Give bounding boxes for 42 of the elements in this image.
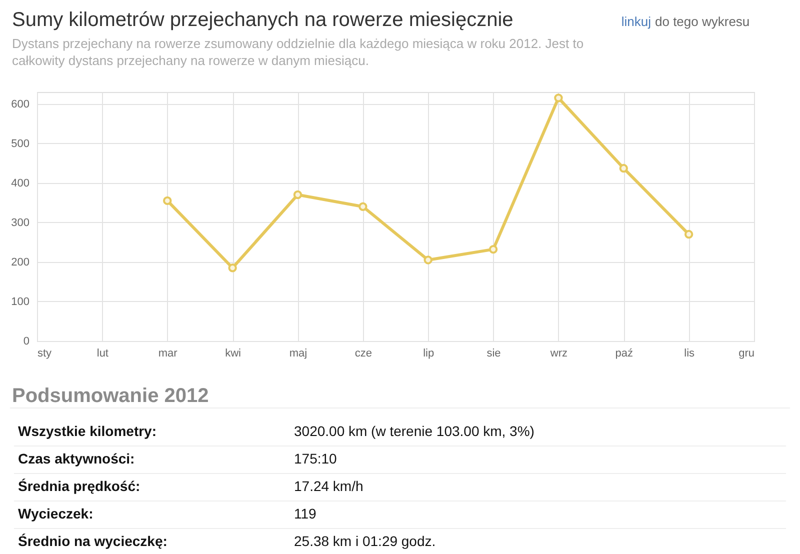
y-tick-label: 400 [11,177,30,190]
x-tick-label: wrz [549,348,568,360]
point [358,202,368,211]
x-tick-label: paź [615,348,634,360]
x-tick-label: maj [289,348,308,360]
y-tick-label: 300 [11,216,30,229]
text: 3020.00 km (w terenie 103.00 km, 3%) [294,423,534,439]
point [293,190,302,200]
x-tick-label: lut [96,348,108,360]
y-tick-label: 100 [11,296,30,308]
text: Podsumowanie 2012 [12,385,209,407]
x-tick-label: kwi [225,348,241,360]
x-tick-label: sty [38,348,52,360]
x-tick-label: lis [684,348,696,360]
point [684,230,694,239]
point [228,264,237,272]
y-tick-label: 500 [11,138,30,150]
text: Czas aktywności: [18,450,135,466]
text: Wycieczek: [18,506,94,522]
text: 119 [294,506,317,522]
point [619,164,628,173]
point [488,244,498,254]
chart-title: Sumy kilometrów przejechanych na rowerze miesięcznie [12,9,514,31]
point [163,196,172,206]
text: Wszystkie kilometry: [18,423,156,439]
x-tick-label: sie [486,348,501,360]
point [424,256,432,264]
y-tick-label: 600 [11,98,30,110]
text: linkuj do tego wykresu [621,14,750,29]
x-tick-label: gru [738,348,754,360]
text: Średnio na wycieczkę: [18,533,168,549]
text: 17.24 km/h [294,478,364,494]
y-tick-label: 0 [23,336,30,348]
point [554,94,563,102]
x-tick-label: cze [354,348,372,360]
y-tick-label: 200 [11,256,30,268]
chart-subtitle: Dystans przejechany na rowerze zsumowany oddzielnie dla każdego miesiąca w roku 2012. Jest to całkowity dystans przejechany na rowerze w danym miesiącu. [12,36,584,68]
text: 175:10 [294,450,338,466]
text: Średnia prędkość: [18,478,140,494]
x-tick-label: lip [423,348,434,360]
text: 25.38 km i 01:29 godz. [294,533,436,549]
x-tick-label: mar [158,348,178,360]
